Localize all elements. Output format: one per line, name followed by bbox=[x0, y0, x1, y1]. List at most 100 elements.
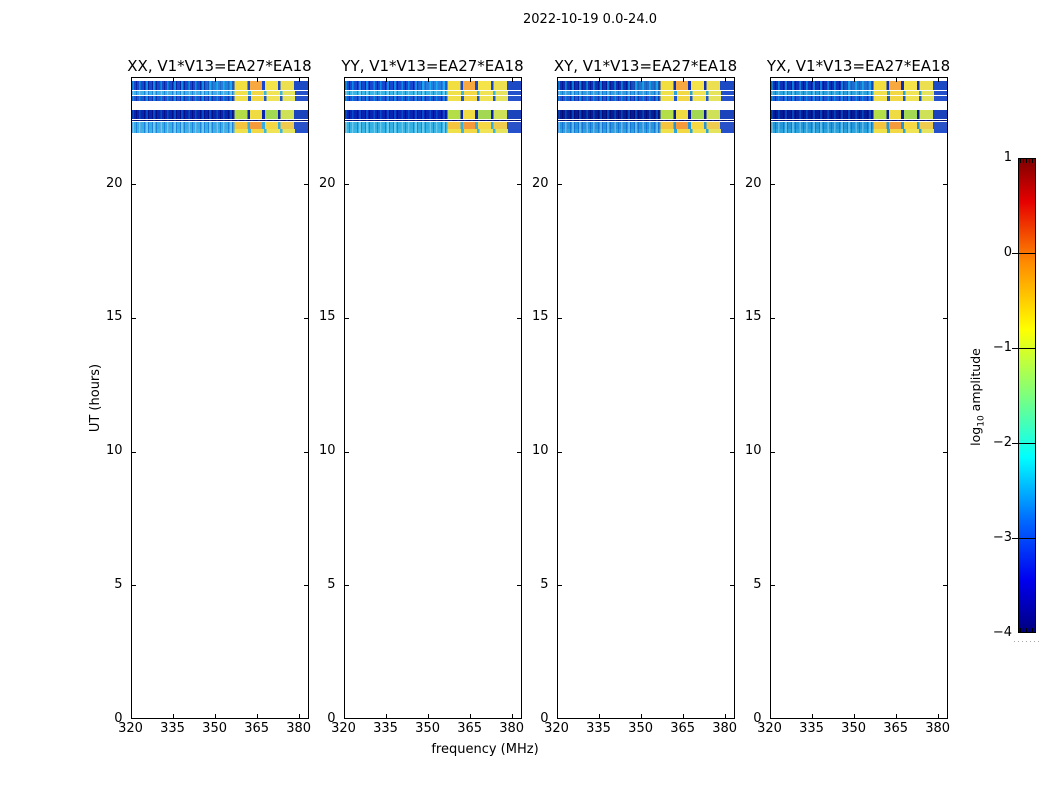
x-tick-label: 365 bbox=[670, 721, 696, 736]
emission-band bbox=[770, 91, 947, 95]
x-tick bbox=[470, 77, 472, 82]
x-tick bbox=[557, 713, 558, 718]
y-tick bbox=[942, 184, 947, 185]
x-tick bbox=[344, 713, 345, 718]
x-tick bbox=[599, 713, 601, 718]
x-tick bbox=[938, 77, 940, 82]
x-tick-label: 380 bbox=[499, 721, 525, 736]
colorbar-label-sub: 10 bbox=[976, 415, 987, 427]
x-tick bbox=[215, 77, 217, 82]
x-tick-label: 380 bbox=[286, 721, 312, 736]
x-tick bbox=[428, 713, 430, 718]
x-tick bbox=[854, 77, 856, 82]
y-tick bbox=[303, 317, 308, 319]
x-axis-label: frequency (MHz) bbox=[431, 742, 539, 757]
x-tick-label: 335 bbox=[586, 721, 611, 736]
x-tick-label: 350 bbox=[841, 721, 866, 736]
y-tick bbox=[344, 184, 349, 185]
y-tick-label: 5 bbox=[327, 576, 336, 592]
emission-band bbox=[131, 81, 308, 90]
x-tick bbox=[344, 77, 345, 82]
x-tick bbox=[299, 77, 301, 82]
x-tick-label: 365 bbox=[457, 721, 483, 736]
colorbar-hatch-bottom bbox=[1020, 628, 1034, 632]
y-tick-label: 5 bbox=[114, 576, 123, 592]
y-tick bbox=[557, 451, 562, 453]
x-tick-label: 335 bbox=[373, 721, 398, 736]
colorbar-tick-label: −3 bbox=[992, 530, 1012, 545]
emission-band bbox=[557, 91, 734, 95]
y-tick-label: 15 bbox=[318, 309, 336, 325]
y-tick-label: 10 bbox=[318, 443, 336, 458]
x-tick-label: 335 bbox=[799, 721, 824, 736]
spectrogram-panel-xy bbox=[556, 76, 735, 719]
emission-band bbox=[557, 109, 734, 120]
y-tick bbox=[770, 184, 775, 185]
y-tick-label: 0 bbox=[327, 710, 336, 726]
panel-title-yx: YX, V1*V13=EA27*EA18 bbox=[766, 57, 951, 75]
y-tick bbox=[729, 451, 734, 453]
x-tick bbox=[428, 77, 430, 82]
spectrogram-panel-yx bbox=[769, 76, 948, 719]
x-tick-label: 365 bbox=[883, 721, 909, 736]
x-tick bbox=[599, 77, 601, 82]
y-tick-label: 0 bbox=[540, 710, 549, 726]
emission-band bbox=[344, 121, 521, 129]
x-tick-label: 365 bbox=[244, 721, 270, 736]
x-tick bbox=[386, 713, 388, 718]
emission-band bbox=[557, 129, 734, 133]
figure-title: 2022-10-19 0.0-24.0 bbox=[523, 12, 657, 27]
emission-band bbox=[557, 121, 734, 129]
x-tick-label: 335 bbox=[160, 721, 185, 736]
y-tick bbox=[131, 451, 136, 453]
y-tick bbox=[516, 585, 521, 587]
y-tick bbox=[303, 585, 308, 587]
colorbar-label-suffix: amplitude bbox=[968, 348, 983, 416]
emission-band bbox=[131, 96, 308, 101]
spectrogram-panel-yy bbox=[343, 76, 522, 719]
y-tick bbox=[942, 451, 947, 453]
colorbar bbox=[1018, 158, 1036, 633]
emission-band bbox=[770, 96, 947, 101]
panel-title-xx: XX, V1*V13=EA27*EA18 bbox=[127, 57, 312, 75]
x-tick bbox=[257, 713, 259, 718]
colorbar-tick-label: −1 bbox=[992, 340, 1012, 355]
colorbar-hatch-top bbox=[1020, 159, 1034, 163]
x-tick bbox=[725, 77, 727, 82]
emission-band bbox=[770, 121, 947, 129]
emission-band bbox=[131, 129, 308, 133]
emission-band bbox=[770, 129, 947, 133]
x-tick bbox=[896, 77, 898, 82]
y-tick-label: 20 bbox=[318, 175, 336, 191]
emission-band bbox=[344, 91, 521, 95]
x-tick bbox=[173, 77, 175, 82]
x-tick-label: 320 bbox=[544, 721, 569, 736]
x-tick-label: 350 bbox=[202, 721, 227, 736]
x-tick bbox=[470, 713, 472, 718]
emission-band bbox=[131, 120, 308, 122]
emission-band bbox=[131, 91, 308, 95]
y-tick bbox=[770, 451, 775, 453]
x-tick-label: 320 bbox=[331, 721, 356, 736]
x-tick bbox=[386, 77, 388, 82]
x-tick bbox=[215, 713, 217, 718]
emission-band bbox=[557, 81, 734, 90]
x-tick-label: 320 bbox=[118, 721, 143, 736]
x-tick-label: 380 bbox=[712, 721, 738, 736]
emission-band bbox=[344, 96, 521, 101]
y-tick-label: 15 bbox=[105, 309, 123, 325]
colorbar-dots bbox=[1014, 641, 1040, 642]
y-tick bbox=[557, 585, 562, 587]
x-tick bbox=[812, 713, 814, 718]
emission-band bbox=[770, 120, 947, 122]
y-tick bbox=[131, 585, 136, 587]
colorbar-tick-label: 1 bbox=[1003, 150, 1012, 165]
panel-title-yy: YY, V1*V13=EA27*EA18 bbox=[341, 57, 524, 75]
y-tick-label: 10 bbox=[531, 443, 549, 458]
colorbar-tick bbox=[1012, 442, 1036, 444]
x-tick bbox=[641, 713, 643, 718]
emission-band bbox=[557, 120, 734, 122]
x-tick bbox=[512, 77, 514, 82]
x-tick bbox=[131, 77, 132, 82]
